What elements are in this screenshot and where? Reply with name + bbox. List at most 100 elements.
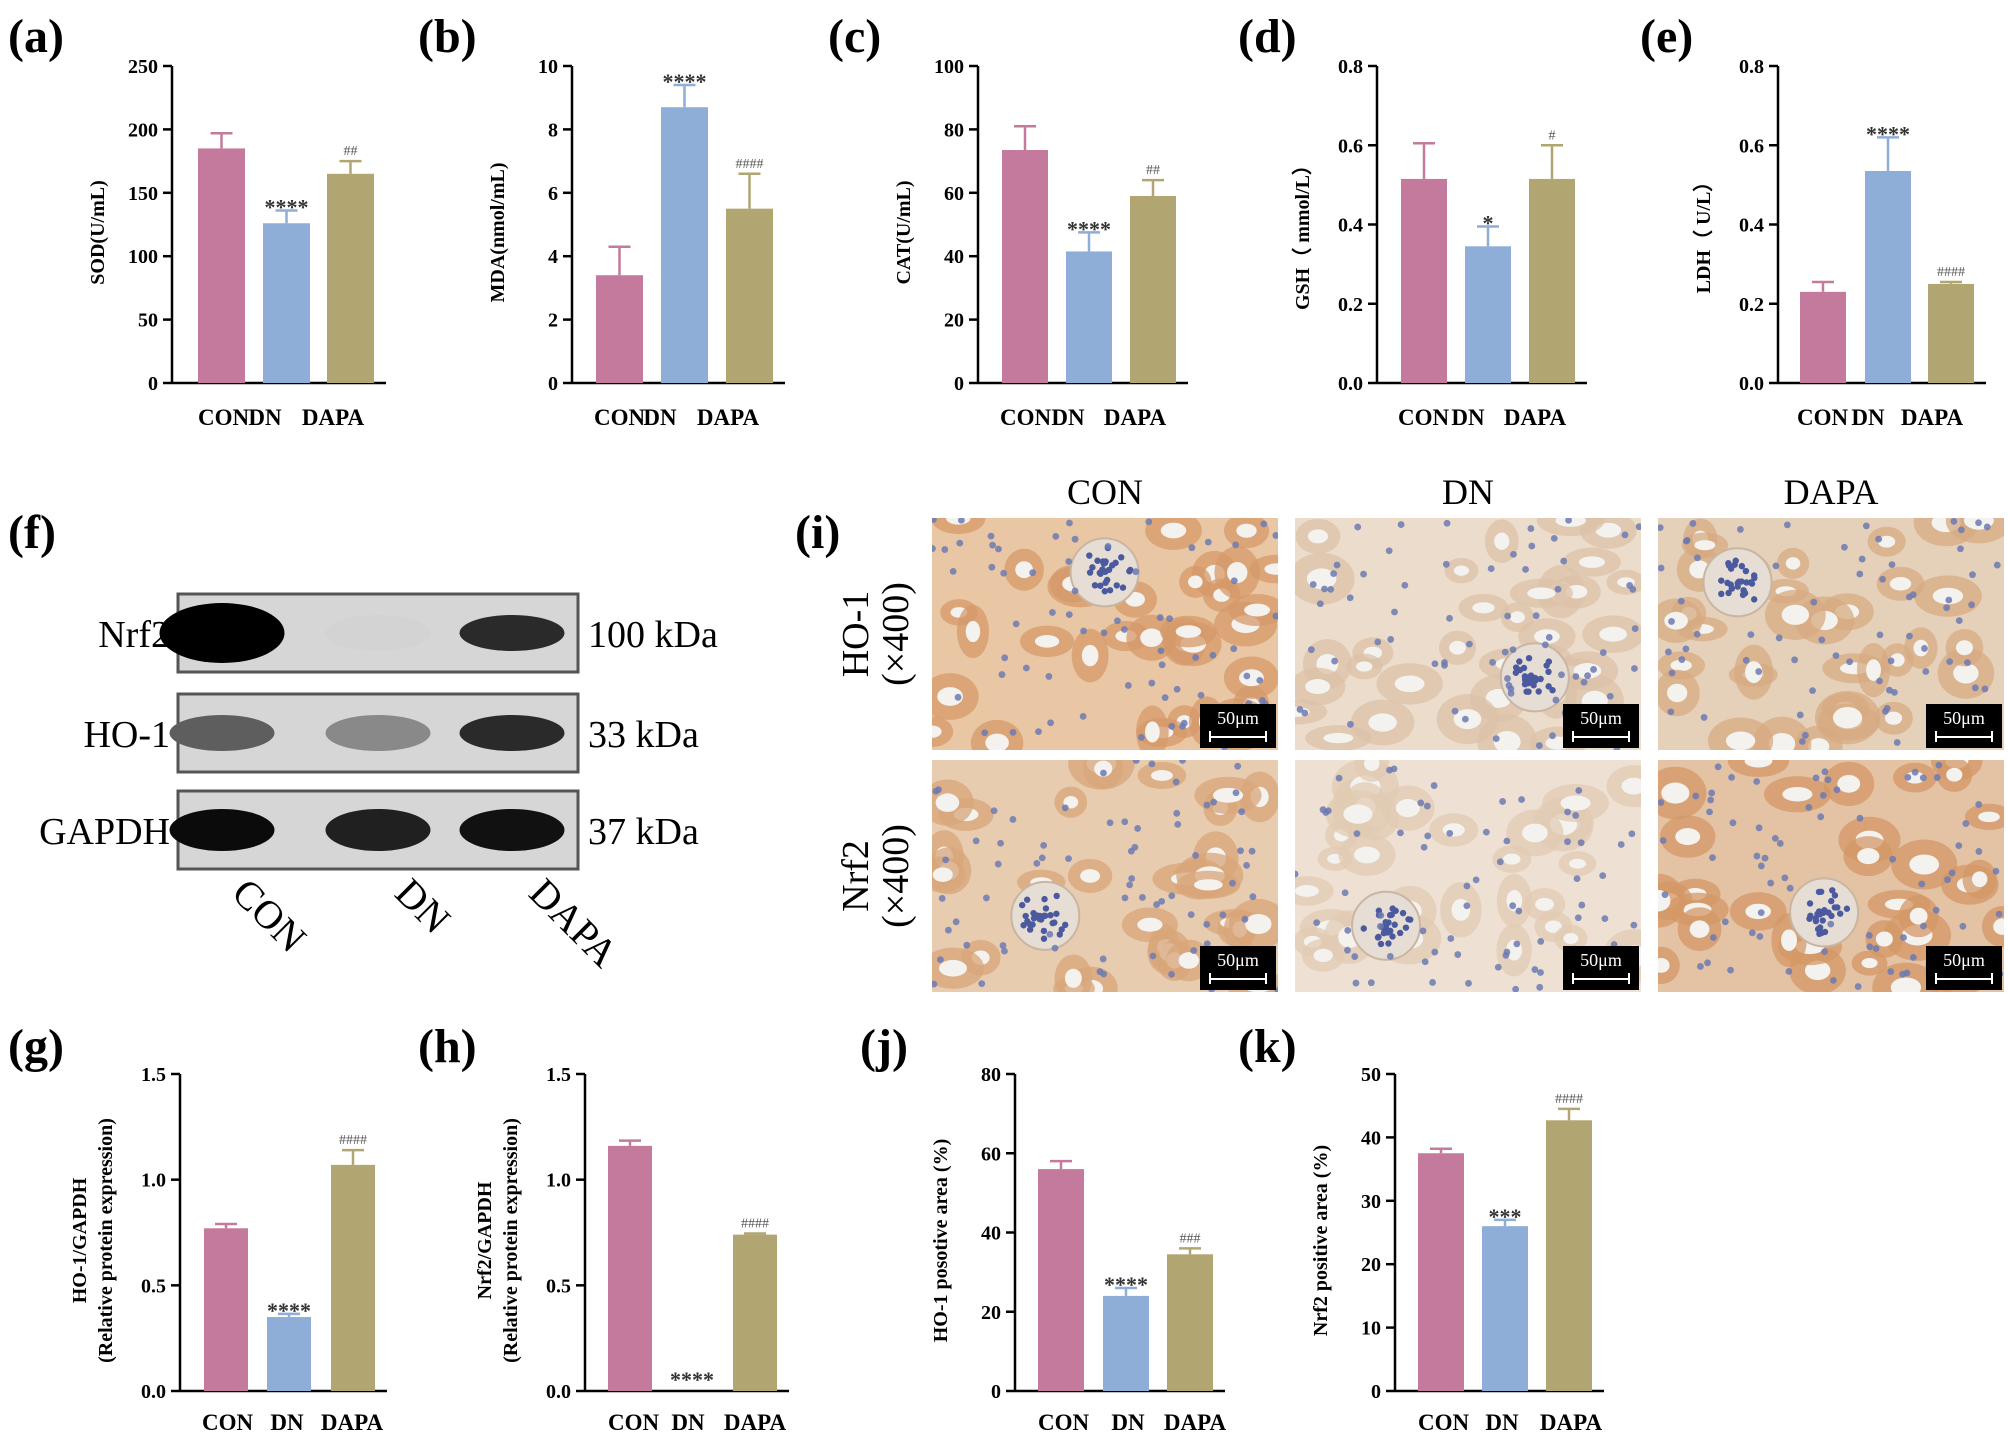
nucleus	[1743, 579, 1750, 586]
nucleus	[1962, 820, 1970, 827]
nucleus	[1692, 792, 1700, 800]
bar-dn	[661, 107, 708, 384]
nucleus	[1875, 535, 1883, 543]
nucleus	[1658, 564, 1665, 572]
nucleus	[1316, 600, 1324, 608]
column-label: DN	[1442, 472, 1494, 512]
nucleus	[1575, 787, 1583, 794]
x-tick-label: CON	[1418, 1410, 1470, 1435]
bar-dapa	[733, 1234, 777, 1391]
tubule-lumen	[1913, 639, 1929, 657]
tubule-lumen	[1034, 635, 1060, 648]
lane-label: CON	[224, 870, 316, 962]
nucleus	[1501, 648, 1509, 656]
x-tick-label: DN	[671, 1410, 705, 1435]
nucleus	[1094, 557, 1101, 564]
nucleus	[1230, 577, 1238, 585]
chart-k: (k) 0 10 20 30 40 50 Nrf2 positive area (%) CON *…	[1238, 1020, 1604, 1435]
chart-j: (j) 0 20 40 60 80 HO-1 posotive area (%) CON ***…	[860, 1020, 1226, 1435]
nucleus	[1494, 963, 1502, 971]
nucleus	[1866, 943, 1874, 951]
panel-label: (k)	[1238, 1020, 1297, 1073]
ihc-image: 50μm	[932, 518, 1278, 750]
bar-con	[1002, 150, 1048, 383]
x-tick-label: DAPA	[1504, 405, 1567, 430]
y-tick-label: 0.2	[1739, 294, 1764, 316]
y-tick-label: 0.5	[546, 1275, 571, 1297]
nucleus	[1272, 532, 1278, 539]
tubule-lumen	[1368, 713, 1397, 732]
nucleus	[1565, 518, 1572, 524]
nucleus	[1139, 894, 1146, 901]
nucleus	[1121, 818, 1129, 826]
nucleus	[1714, 763, 1722, 771]
nucleus	[1689, 520, 1697, 527]
nucleus	[1309, 581, 1317, 588]
bar-con	[608, 1145, 652, 1391]
significance-mark: *	[1483, 210, 1494, 235]
nucleus	[1753, 852, 1761, 860]
nucleus	[1757, 862, 1765, 870]
nucleus	[1386, 911, 1394, 919]
nucleus	[1767, 879, 1775, 887]
nucleus	[1704, 959, 1711, 967]
tubule-lumen	[1245, 913, 1272, 935]
nucleus	[1157, 647, 1165, 655]
tubule-lumen	[1503, 853, 1521, 865]
blot-band	[459, 809, 565, 851]
nucleus	[1377, 940, 1385, 948]
nucleus	[1909, 954, 1917, 961]
nucleus	[1518, 796, 1526, 803]
nucleus	[1065, 558, 1073, 565]
nucleus	[1035, 728, 1042, 736]
bar-dapa	[1529, 178, 1575, 383]
blot-band	[459, 715, 565, 751]
nucleus	[1100, 769, 1107, 777]
panel-label: (f)	[8, 506, 56, 559]
nucleus	[1451, 707, 1459, 715]
nucleus	[1694, 554, 1701, 562]
y-tick-label: 0.0	[1338, 373, 1363, 395]
tubule-lumen	[1889, 577, 1912, 591]
nucleus	[1114, 617, 1121, 625]
panel-label: (c)	[828, 10, 881, 63]
nucleus	[1210, 798, 1217, 806]
nucleus	[1443, 519, 1451, 527]
significance-mark: ###	[1180, 1231, 1201, 1246]
x-tick-label: DAPA	[1901, 405, 1964, 430]
y-axis-label: MDA(nmol/mL)	[487, 163, 509, 303]
nucleus	[1219, 911, 1227, 919]
nucleus	[1441, 659, 1448, 666]
nucleus	[1677, 597, 1685, 605]
nucleus	[972, 837, 980, 845]
y-tick-label: 1.5	[546, 1064, 571, 1086]
nucleus	[1461, 715, 1469, 723]
nucleus	[1127, 847, 1135, 855]
significance-mark: #	[1549, 128, 1556, 143]
nucleus	[1817, 813, 1825, 821]
nucleus	[1572, 812, 1580, 819]
nucleus	[1968, 601, 1976, 609]
x-tick-label: DN	[1051, 405, 1085, 430]
nucleus	[1781, 874, 1789, 882]
nucleus	[1659, 837, 1667, 844]
nucleus	[1168, 722, 1176, 730]
nucleus	[1313, 919, 1321, 927]
nucleus	[1983, 523, 1991, 531]
protein-label: HO-1	[83, 714, 170, 756]
tubule-lumen	[1905, 771, 1925, 784]
nucleus	[1833, 786, 1841, 794]
significance-mark: ##	[344, 144, 358, 159]
chart-a: (a) 0 50 100 150 200 250 SOD(U/mL) CON **** DN ## DA…	[8, 10, 386, 430]
nucleus	[1447, 935, 1455, 942]
nucleus	[1856, 814, 1864, 822]
nucleus	[1168, 892, 1176, 900]
tubule-lumen	[1781, 929, 1798, 951]
nucleus	[1888, 561, 1896, 569]
tubule-lumen	[1946, 767, 1963, 782]
nucleus	[1798, 738, 1806, 745]
nucleus	[989, 541, 997, 549]
nucleus	[1391, 921, 1398, 928]
nucleus	[1753, 778, 1761, 785]
bar-con	[1800, 291, 1846, 383]
